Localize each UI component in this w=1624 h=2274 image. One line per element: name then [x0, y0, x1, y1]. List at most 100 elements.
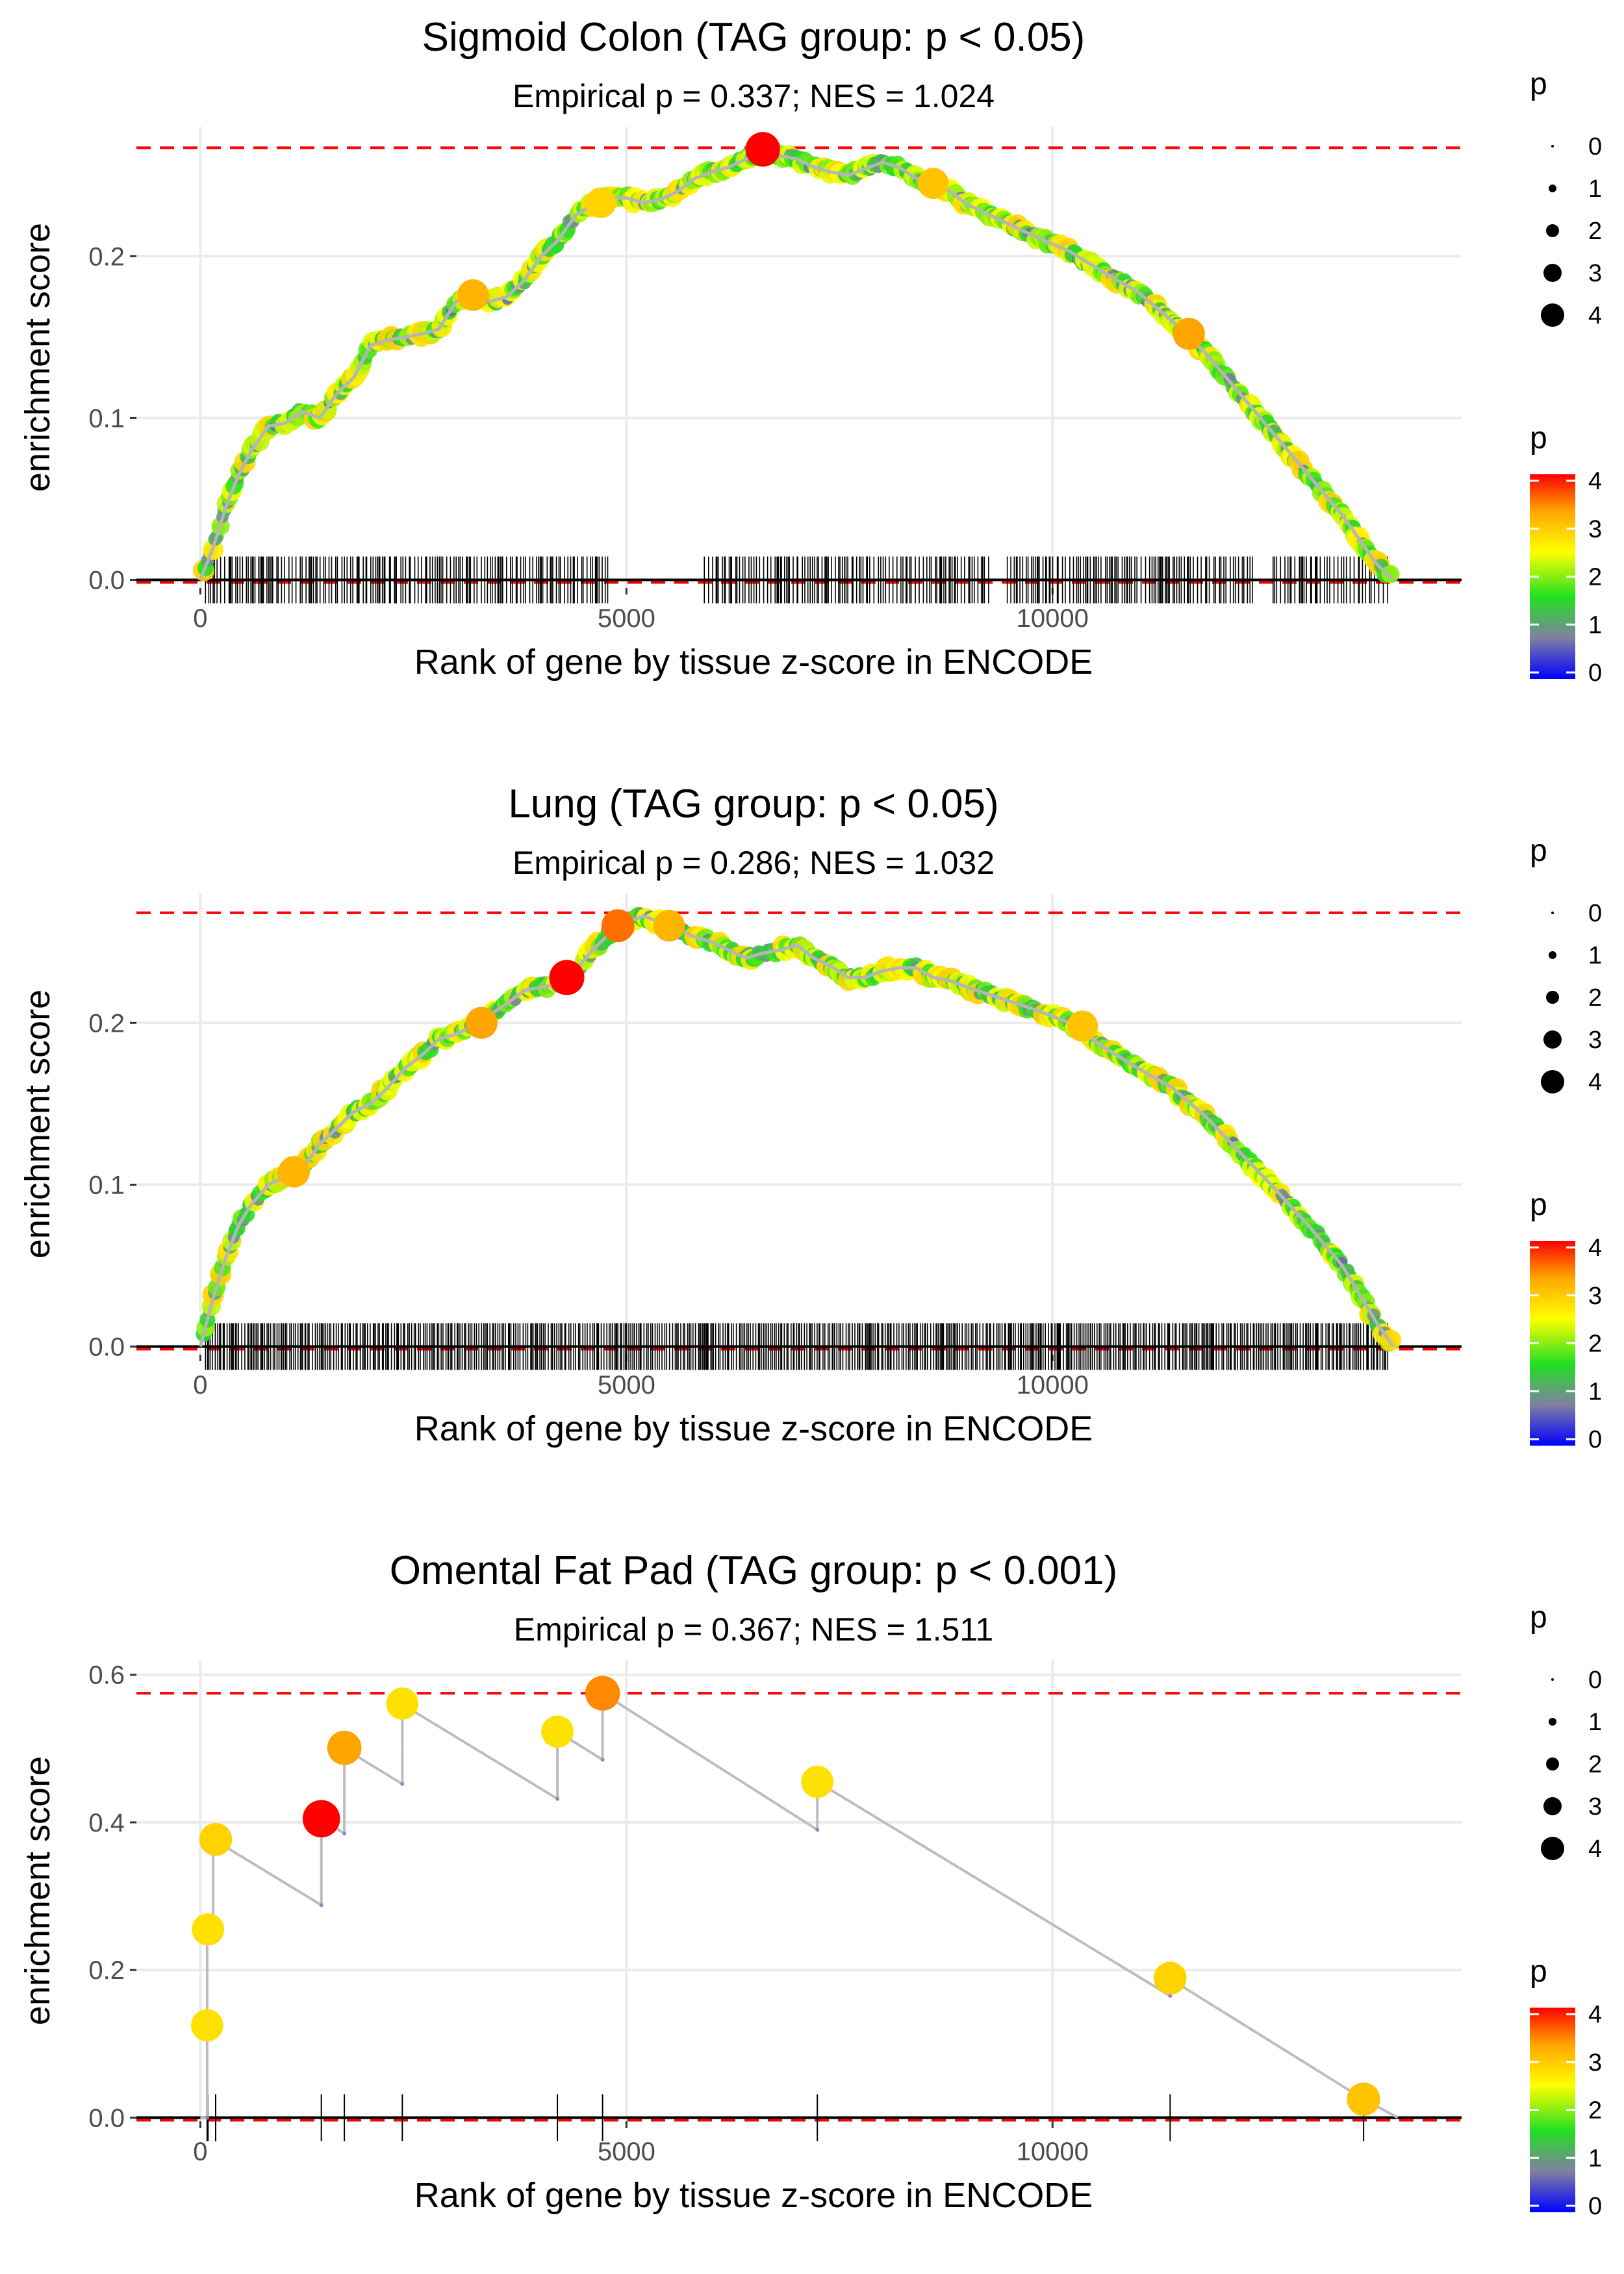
y-tick-label: 0.2: [88, 1956, 125, 1985]
es-markers: [196, 906, 1402, 1352]
x-tick-label: 10000: [1017, 2138, 1089, 2166]
y-axis-title: enrichment score: [18, 223, 57, 492]
x-tick-label: 5000: [598, 1371, 655, 1399]
color-legend-label: 0: [1588, 1426, 1602, 1453]
size-legend-label: 2: [1588, 1751, 1602, 1778]
size-legend-label: 0: [1588, 133, 1602, 160]
chart-title: Sigmoid Colon (TAG group: p < 0.05): [422, 15, 1085, 60]
y-tick-label: 0.0: [88, 1333, 125, 1362]
highlight-point: [745, 132, 780, 167]
size-legend-dot: [1541, 1837, 1564, 1860]
size-legend-dot: [1546, 224, 1559, 237]
color-legend-title: p: [1530, 1188, 1547, 1222]
highlight-point: [1173, 318, 1205, 350]
x-tick-label: 0: [193, 2138, 207, 2166]
size-legend-dot: [1543, 264, 1562, 282]
size-legend-dot: [1549, 1718, 1556, 1726]
size-legend-label: 3: [1588, 260, 1602, 287]
color-legend-label: 2: [1588, 564, 1602, 591]
x-tick-label: 0: [193, 1371, 207, 1399]
trough-point: [600, 1757, 605, 1762]
color-legend-label: 3: [1588, 2049, 1602, 2076]
highlight-point: [585, 187, 616, 218]
size-legend-dot: [1549, 951, 1556, 959]
y-tick-label: 0.1: [88, 1171, 125, 1199]
data-point: [585, 1676, 620, 1711]
color-legend-label: 0: [1588, 659, 1602, 687]
size-legend-label: 3: [1588, 1793, 1602, 1820]
y-tick-label: 0.0: [88, 2104, 125, 2132]
size-legend-dot: [1546, 991, 1559, 1004]
chart-subtitle: Empirical p = 0.286; NES = 1.032: [513, 845, 995, 881]
data-point: [801, 1765, 834, 1798]
x-tick-label: 5000: [598, 2138, 655, 2166]
size-legend-title: p: [1530, 1600, 1547, 1635]
color-legend-title: p: [1530, 421, 1547, 455]
data-point: [541, 1715, 574, 1748]
trough-point: [815, 1828, 820, 1832]
x-tick-label: 10000: [1017, 1371, 1089, 1399]
size-legend-label: 1: [1588, 175, 1602, 203]
chart-panel-2: Lung (TAG group: p < 0.05) Empirical p = …: [18, 782, 1602, 1453]
chart-panel-1: Sigmoid Colon (TAG group: p < 0.05) Empir…: [18, 15, 1602, 687]
x-axis-title: Rank of gene by tissue z-score in ENCODE: [414, 1409, 1093, 1448]
y-tick-label: 0.4: [88, 1809, 125, 1837]
size-legend-label: 3: [1588, 1027, 1602, 1054]
y-tick-label: 0.2: [88, 1009, 125, 1038]
trough-point: [205, 2115, 209, 2120]
chart-title: Lung (TAG group: p < 0.05): [508, 782, 998, 826]
chart-panel-3: Omental Fat Pad (TAG group: p < 0.001) Em…: [18, 1548, 1602, 2220]
es-markers: [193, 139, 1400, 583]
data-point: [1347, 2082, 1380, 2116]
color-legend-label: 1: [1588, 2145, 1602, 2172]
chart-subtitle: Empirical p = 0.367; NES = 1.511: [514, 1611, 993, 1648]
size-legend-label: 0: [1588, 1667, 1602, 1694]
highlight-point: [465, 1006, 498, 1039]
y-axis-title: enrichment score: [18, 990, 57, 1258]
data-point: [386, 1687, 419, 1720]
chart-subtitle: Empirical p = 0.337; NES = 1.024: [513, 78, 995, 114]
size-legend-dot: [1543, 1030, 1562, 1049]
color-legend-label: 2: [1588, 1331, 1602, 1358]
size-legend-label: 0: [1588, 900, 1602, 927]
size-legend-label: 4: [1588, 1069, 1602, 1096]
data-point: [199, 1822, 233, 1856]
size-legend-dot: [1551, 912, 1554, 914]
es-line: [199, 147, 1395, 581]
size-legend-label: 2: [1588, 984, 1602, 1012]
x-tick-label: 10000: [1017, 604, 1089, 633]
x-tick-label: 0: [193, 604, 207, 633]
y-tick-label: 0.0: [88, 567, 125, 595]
es-marker: [1381, 565, 1400, 583]
highlight-point: [1067, 1010, 1098, 1042]
size-legend-dot: [1541, 303, 1564, 327]
size-legend-label: 1: [1588, 1709, 1602, 1736]
size-legend-label: 4: [1588, 1835, 1602, 1863]
color-legend-label: 4: [1588, 2001, 1602, 2028]
trough-point: [400, 1782, 405, 1786]
trough-point: [319, 1903, 324, 1908]
size-legend-dot: [1549, 185, 1556, 192]
highlight-point: [653, 910, 685, 942]
size-legend-dot: [1546, 1757, 1559, 1770]
highlight-point: [917, 168, 949, 199]
data-point: [1154, 1961, 1187, 1995]
size-legend-title: p: [1530, 67, 1547, 101]
data-point: [302, 1800, 340, 1838]
y-tick-label: 0.1: [88, 404, 125, 433]
x-axis-title: Rank of gene by tissue z-score in ENCODE: [414, 643, 1093, 682]
chart-title: Omental Fat Pad (TAG group: p < 0.001): [390, 1548, 1118, 1593]
highlight-point: [549, 960, 585, 995]
y-tick-label: 0.2: [88, 242, 125, 271]
y-axis-title: enrichment score: [18, 1756, 57, 2025]
size-legend-dot: [1551, 145, 1554, 147]
color-legend-label: 0: [1588, 2193, 1602, 2220]
size-legend-dot: [1543, 1797, 1562, 1815]
size-legend-title: p: [1530, 834, 1547, 868]
color-legend-label: 4: [1588, 468, 1602, 495]
size-legend-dot: [1541, 1070, 1564, 1093]
trough-point: [1168, 1993, 1173, 1998]
size-legend-label: 4: [1588, 302, 1602, 329]
es-line: [200, 1691, 1399, 2119]
